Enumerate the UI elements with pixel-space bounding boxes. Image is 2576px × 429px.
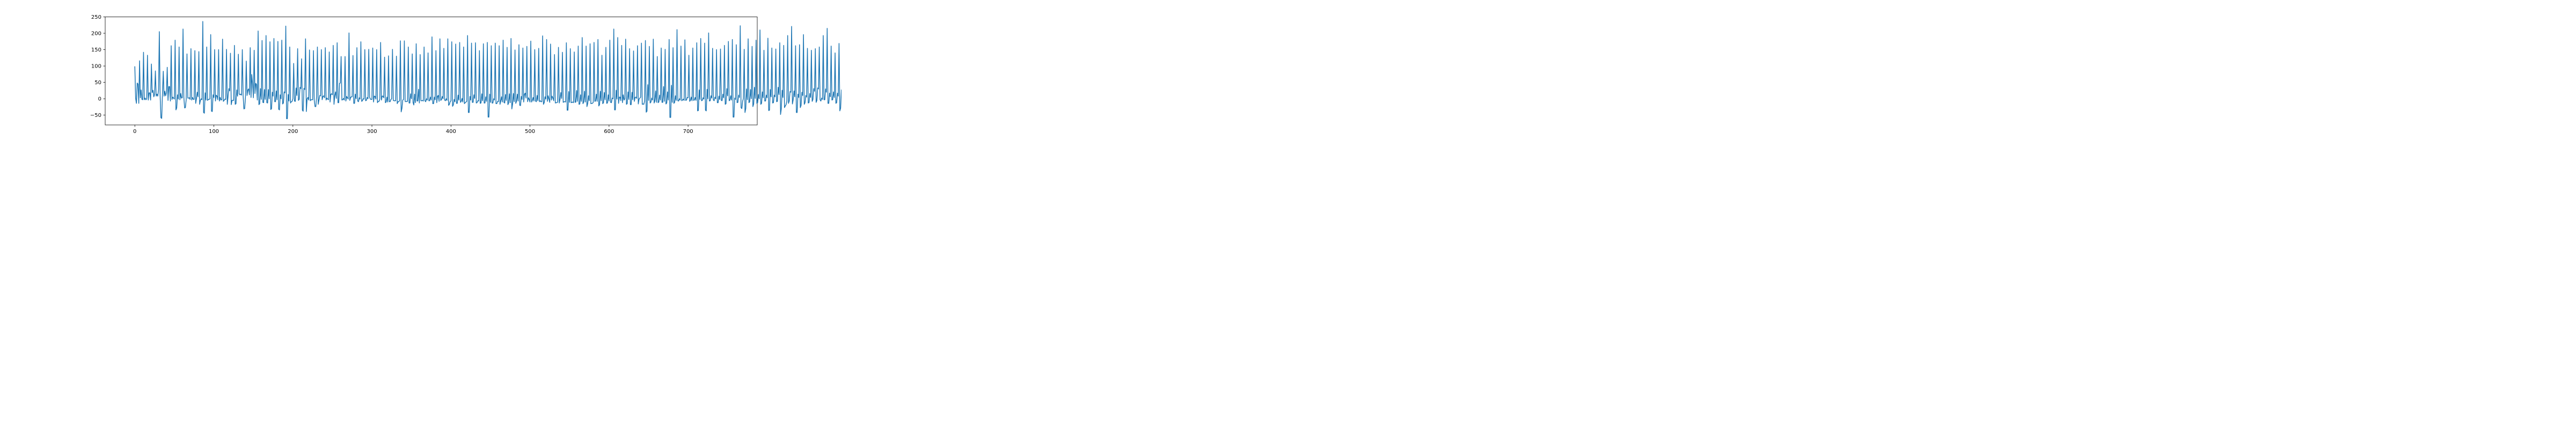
- y-tick-label: 50: [94, 80, 101, 86]
- line-chart: 0 100 200 300 400 500 600 700 −50 0 50 100 150 200 25…: [90, 14, 841, 135]
- x-tick-label: 0: [133, 129, 136, 135]
- y-axis: −50 0 50 100 150 200 250: [90, 14, 105, 119]
- plot-area: 0 100 200 300 400 500 600 700 −50 0 50 100 150 200 25…: [90, 14, 841, 135]
- y-tick-label: 150: [91, 47, 101, 53]
- y-tick-label: −50: [90, 113, 101, 119]
- plot-frame: [105, 17, 758, 125]
- x-tick-label: 500: [525, 129, 535, 135]
- series-line: [134, 21, 841, 120]
- x-tick-label: 700: [683, 129, 693, 135]
- series-layer: [134, 21, 841, 120]
- x-tick-label: 200: [288, 129, 298, 135]
- x-tick-label: 400: [446, 129, 456, 135]
- x-tick-label: 600: [604, 129, 614, 135]
- y-tick-label: 250: [91, 14, 101, 20]
- y-tick-label: 200: [91, 31, 101, 37]
- x-tick-label: 300: [367, 129, 377, 135]
- x-axis: 0 100 200 300 400 500 600 700: [133, 125, 693, 135]
- x-tick-label: 100: [209, 129, 219, 135]
- y-tick-label: 0: [98, 97, 101, 102]
- y-tick-label: 100: [91, 64, 101, 70]
